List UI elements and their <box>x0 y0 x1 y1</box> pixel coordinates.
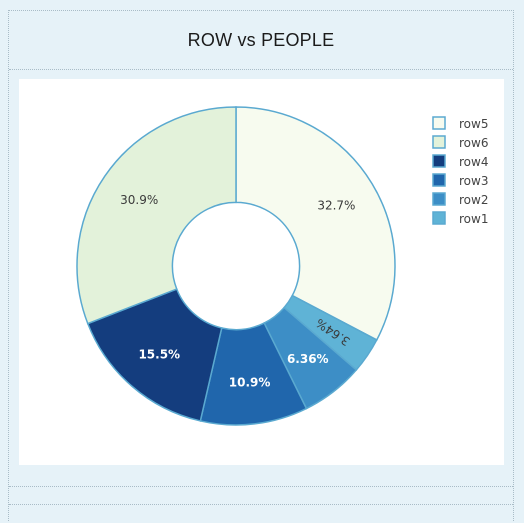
slice-label-row6: 30.9% <box>120 193 158 207</box>
legend-label-row3: row3 <box>459 174 488 188</box>
legend-item-row6[interactable]: row6 <box>432 135 488 150</box>
legend-swatch-row6 <box>432 135 446 149</box>
slice-row6[interactable] <box>76 106 237 325</box>
footer-divider <box>9 486 513 487</box>
legend-swatch-row3 <box>432 173 446 187</box>
legend-item-row5[interactable]: row5 <box>432 116 488 131</box>
chart-frame: ROW vs PEOPLE <box>8 10 514 521</box>
slice-label-row3: 10.9% <box>229 376 271 390</box>
legend-label-row4: row4 <box>459 155 488 169</box>
donut-chart: 32.7%3.64%6.36%10.9%15.5%30.9% row5row6r… <box>76 106 488 426</box>
legend-label-row6: row6 <box>459 136 488 150</box>
legend-swatch-row5 <box>432 116 446 130</box>
title-bar: ROW vs PEOPLE <box>9 11 513 70</box>
footer-divider-2 <box>9 504 513 505</box>
legend-label-row2: row2 <box>459 193 488 207</box>
slice-label-row4: 15.5% <box>138 348 180 362</box>
chart-title: ROW vs PEOPLE <box>187 29 335 50</box>
legend-item-row4[interactable]: row4 <box>432 154 488 169</box>
legend-label-row5: row5 <box>459 117 488 131</box>
legend-swatch-row1 <box>432 211 446 225</box>
legend-swatch-row4 <box>432 154 446 168</box>
legend-item-row3[interactable]: row3 <box>432 173 488 188</box>
legend-label-row1: row1 <box>459 212 488 226</box>
slice-label-row5: 32.7% <box>317 198 355 212</box>
chart-panel: 32.7% 3.64% 6.36% 10.9% 15.5% 30.9% row5 row6 r… <box>19 79 504 465</box>
slice-row5[interactable] <box>235 106 396 341</box>
slice-row4[interactable] <box>86 288 223 422</box>
slice-label-row2: 6.36% <box>287 352 329 366</box>
legend-item-row2[interactable]: row2 <box>432 192 488 207</box>
legend-swatch-row2 <box>432 192 446 206</box>
legend-item-row1[interactable]: row1 <box>432 211 488 226</box>
